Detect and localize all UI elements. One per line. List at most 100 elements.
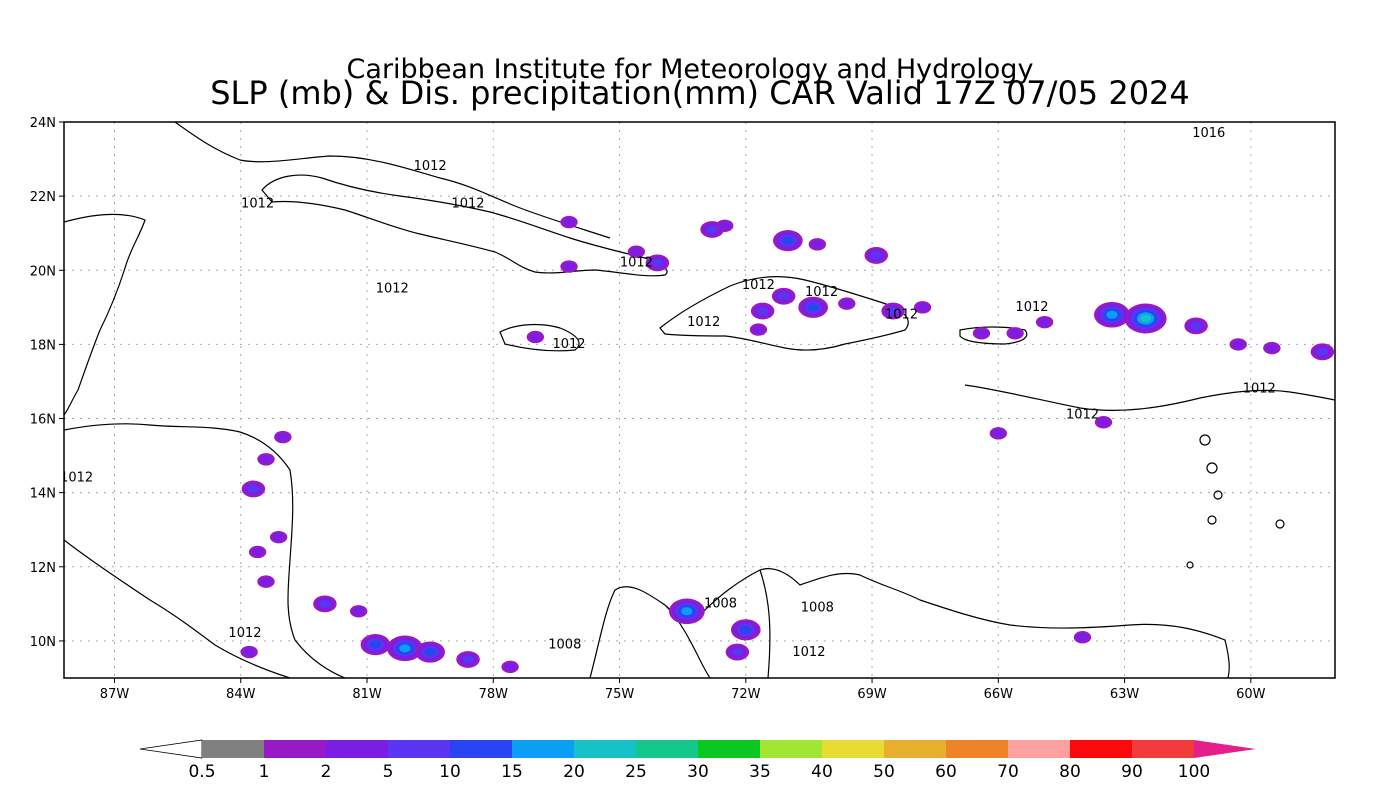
slp-label: 1012 <box>60 471 93 486</box>
colorbar-segment <box>450 740 512 758</box>
precip-cell <box>782 236 794 245</box>
slp-label: 1008 <box>548 637 581 652</box>
colorbar-label: 35 <box>749 762 771 782</box>
precip-cell <box>757 307 769 316</box>
lon-tick-label: 78W <box>479 687 509 702</box>
lon-tick-label: 60W <box>1236 687 1266 702</box>
precip-cell <box>1190 321 1202 330</box>
coastlines <box>64 122 1335 678</box>
colorbar-segment <box>388 740 450 758</box>
precip-cell <box>1140 314 1152 323</box>
slp-label: 1012 <box>552 337 585 352</box>
colorbar-label: 20 <box>563 762 585 782</box>
colorbar-label: 100 <box>1178 762 1210 782</box>
colorbar-segment <box>1008 740 1070 758</box>
hispaniola-coast <box>659 276 909 351</box>
colorbar-segment <box>202 740 264 758</box>
lat-tick-label: 20N <box>30 264 56 279</box>
precip-cell <box>251 547 264 556</box>
colorbar-label: 70 <box>997 762 1019 782</box>
slp-label: 1008 <box>704 597 737 612</box>
slp-label: 1012 <box>885 307 918 322</box>
precip-cell <box>841 299 853 308</box>
colorbar-segment <box>822 740 884 758</box>
precip-cell <box>752 325 765 334</box>
lat-tick-label: 12N <box>30 561 56 576</box>
precip-cell <box>1009 329 1021 338</box>
central-america-coast <box>64 423 346 678</box>
lat-tick-label: 22N <box>30 190 56 205</box>
lon-tick-label: 75W <box>605 687 635 702</box>
lon-tick-label: 63W <box>1110 687 1140 702</box>
precip-cell <box>651 258 664 267</box>
slp-label: 1012 <box>414 159 447 174</box>
precip-cell <box>260 455 272 464</box>
slp-contour-labels: 1012 1012 1012 1012 1012 1012 1012 1012 1012 1012… <box>60 126 1276 660</box>
chart-title: SLP (mb) & Dis. precipitation(mm) CAR Va… <box>210 74 1190 112</box>
slp-label: 1012 <box>228 626 261 641</box>
slp-label: 1012 <box>241 196 274 211</box>
lon-tick-label: 72W <box>731 687 761 702</box>
lon-tick-label: 84W <box>226 687 256 702</box>
colorbar-segment <box>264 740 326 758</box>
precip-cell <box>462 655 474 664</box>
colorbar-segment <box>760 740 822 758</box>
latitude-labels: 24N 22N 20N 18N 16N 14N 12N 10N <box>30 116 56 650</box>
colorbar-segment <box>1070 740 1132 758</box>
colorbar-below-arrow <box>139 739 203 759</box>
slp-label: 1012 <box>1243 382 1276 397</box>
south-america-coast <box>589 568 1230 678</box>
slp-label: 1012 <box>792 645 825 660</box>
colorbar-label: 10 <box>439 762 461 782</box>
yucatan-coast <box>64 213 146 416</box>
colorbar-segment <box>574 740 636 758</box>
colorbar-segment <box>884 740 946 758</box>
precip-cell <box>563 262 575 271</box>
slp-label: 1012 <box>1015 300 1048 315</box>
lat-tick-label: 10N <box>30 635 56 650</box>
colorbar-label: 15 <box>501 762 523 782</box>
slp-label: 1012 <box>742 278 775 293</box>
florida-coast <box>174 122 611 239</box>
colorbar-label: 50 <box>873 762 895 782</box>
lon-tick-label: 66W <box>984 687 1014 702</box>
precip-cell <box>369 640 382 649</box>
lon-tick-label: 81W <box>352 687 382 702</box>
precip-cell <box>243 648 255 657</box>
slp-label: 1012 <box>451 196 484 211</box>
slp-label: 1012 <box>805 285 838 300</box>
colorbar-label: 30 <box>687 762 709 782</box>
cuba-coast <box>261 174 668 277</box>
slp-label: 1008 <box>801 600 834 615</box>
precip-cell <box>719 221 731 230</box>
precip-cell <box>1106 310 1118 319</box>
colorbar-above-arrow <box>1194 740 1256 758</box>
lon-tick-label: 87W <box>100 687 130 702</box>
map-frame <box>63 121 1336 679</box>
precipitation-layer <box>240 215 1335 674</box>
longitude-labels: 87W 84W 81W 78W 75W 72W 69W 66W 63W 60W <box>100 687 1266 702</box>
precip-cell <box>681 607 693 616</box>
colorbar-label: 0.5 <box>188 762 215 782</box>
institute-title: Caribbean Institute for Meteorology and … <box>347 54 1034 85</box>
colorbar-label: 60 <box>935 762 957 782</box>
map-area: 1012 1012 1012 1012 1012 1012 1012 1012 1012 1012… <box>30 116 1336 702</box>
precip-cell <box>870 251 882 260</box>
precip-cell <box>399 644 411 653</box>
colorbar-segment <box>326 740 388 758</box>
lat-tick-label: 18N <box>30 338 56 353</box>
lat-tick-label: 14N <box>30 487 56 502</box>
colorbar-label: 40 <box>811 762 833 782</box>
colorbar-label: 90 <box>1121 762 1143 782</box>
lat-tick-label: 16N <box>30 413 56 428</box>
precip-cell <box>916 303 929 312</box>
precip-cell <box>778 292 790 301</box>
precip-cell <box>706 225 718 234</box>
jamaica-coast <box>499 323 580 352</box>
precip-cell <box>424 648 436 657</box>
colorbar-label: 1 <box>259 762 270 782</box>
precip-cell <box>260 577 272 586</box>
precip-cell <box>1316 347 1328 356</box>
colorbar-label: 25 <box>625 762 647 782</box>
precip-cell <box>273 533 285 542</box>
